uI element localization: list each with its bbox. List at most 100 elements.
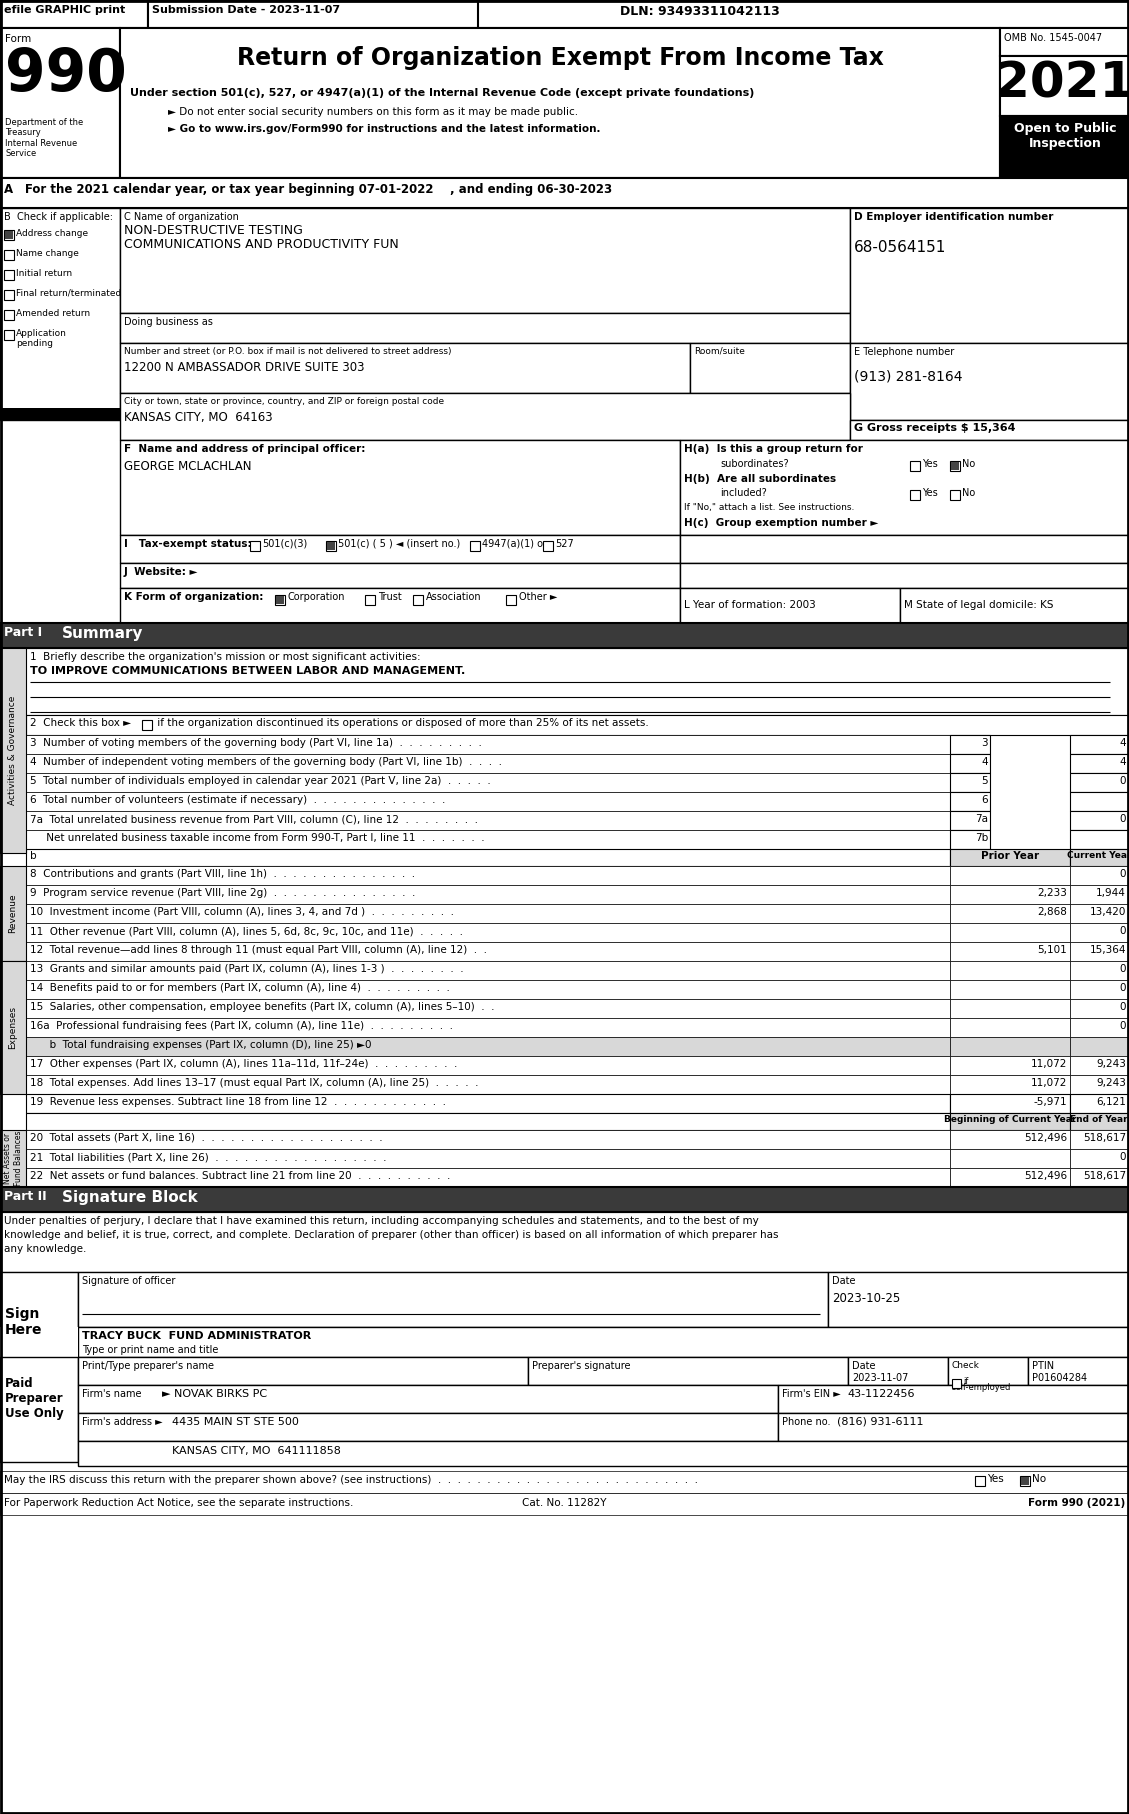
Text: 6,121: 6,121 bbox=[1096, 1097, 1126, 1107]
Text: Firm's address ►: Firm's address ► bbox=[82, 1417, 163, 1428]
Bar bbox=[850, 421, 1129, 441]
Bar bbox=[506, 595, 516, 606]
Text: Check: Check bbox=[952, 1360, 980, 1370]
Text: L Year of formation: 2003: L Year of formation: 2003 bbox=[684, 600, 816, 610]
Text: 13  Grants and similar amounts paid (Part IX, column (A), lines 1-3 )  .  .  .  : 13 Grants and similar amounts paid (Part… bbox=[30, 963, 464, 974]
Bar bbox=[910, 461, 920, 472]
Text: No: No bbox=[1032, 1475, 1047, 1484]
Text: Signature of officer: Signature of officer bbox=[82, 1275, 175, 1286]
Text: 2023-11-07: 2023-11-07 bbox=[852, 1373, 909, 1382]
Text: 2,233: 2,233 bbox=[1038, 889, 1067, 898]
Bar bbox=[327, 542, 335, 550]
Bar bbox=[413, 595, 423, 606]
Text: Form 990 (2021): Form 990 (2021) bbox=[1027, 1498, 1124, 1507]
Bar bbox=[949, 793, 990, 811]
Text: For Paperwork Reduction Act Notice, see the separate instructions.: For Paperwork Reduction Act Notice, see … bbox=[5, 1498, 353, 1507]
Text: 10  Investment income (Part VIII, column (A), lines 3, 4, and 7d )  .  .  .  .  : 10 Investment income (Part VIII, column … bbox=[30, 907, 454, 918]
Text: b  Total fundraising expenses (Part IX, column (D), line 25) ►0: b Total fundraising expenses (Part IX, c… bbox=[30, 1039, 371, 1050]
Text: Name change: Name change bbox=[16, 249, 79, 258]
Text: Form: Form bbox=[5, 34, 32, 44]
Text: Yes: Yes bbox=[922, 459, 938, 470]
Text: 527: 527 bbox=[555, 539, 574, 550]
Text: 1  Briefly describe the organization's mission or most significant activities:: 1 Briefly describe the organization's mi… bbox=[30, 651, 421, 662]
Bar bbox=[26, 715, 1129, 735]
Bar bbox=[1070, 755, 1129, 773]
Bar bbox=[120, 441, 680, 535]
Bar bbox=[26, 1130, 949, 1148]
Bar bbox=[120, 27, 1000, 178]
Bar bbox=[949, 1148, 1070, 1168]
Bar bbox=[1070, 961, 1129, 980]
Text: No: No bbox=[962, 459, 975, 470]
Bar bbox=[1070, 1076, 1129, 1094]
Bar bbox=[5, 290, 14, 299]
Text: Return of Organization Exempt From Income Tax: Return of Organization Exempt From Incom… bbox=[237, 45, 883, 71]
Text: Open to Public
Inspection: Open to Public Inspection bbox=[1014, 122, 1117, 151]
Bar bbox=[0, 648, 26, 853]
Bar bbox=[120, 314, 850, 343]
Bar bbox=[910, 490, 920, 501]
Bar bbox=[26, 1168, 949, 1186]
Bar bbox=[5, 230, 14, 239]
Text: 9  Program service revenue (Part VIII, line 2g)  .  .  .  .  .  .  .  .  .  .  .: 9 Program service revenue (Part VIII, li… bbox=[30, 889, 415, 898]
Bar bbox=[26, 831, 949, 849]
Text: Corporation: Corporation bbox=[288, 591, 345, 602]
Text: 0: 0 bbox=[1120, 1001, 1126, 1012]
Bar bbox=[0, 1186, 1129, 1212]
Text: 12200 N AMBASSADOR DRIVE SUITE 303: 12200 N AMBASSADOR DRIVE SUITE 303 bbox=[124, 361, 365, 374]
Bar bbox=[949, 1130, 1070, 1148]
Text: PTIN: PTIN bbox=[1032, 1360, 1054, 1371]
Text: B  Check if applicable:: B Check if applicable: bbox=[5, 212, 113, 221]
Bar bbox=[5, 270, 14, 279]
Bar bbox=[0, 408, 120, 421]
Text: 9,243: 9,243 bbox=[1096, 1078, 1126, 1088]
Text: 3: 3 bbox=[981, 738, 988, 747]
Bar bbox=[690, 343, 850, 394]
Text: Address change: Address change bbox=[16, 229, 88, 238]
Text: any knowledge.: any knowledge. bbox=[5, 1244, 87, 1253]
Text: 0: 0 bbox=[1120, 869, 1126, 880]
Bar bbox=[949, 903, 1070, 923]
Bar bbox=[949, 961, 1070, 980]
Text: 15,364: 15,364 bbox=[1089, 945, 1126, 954]
Text: (913) 281-8164: (913) 281-8164 bbox=[854, 370, 963, 385]
Bar bbox=[0, 865, 26, 961]
Text: Initial return: Initial return bbox=[16, 268, 72, 278]
Text: 7a: 7a bbox=[975, 814, 988, 824]
Bar bbox=[26, 1076, 949, 1094]
Text: Revenue: Revenue bbox=[9, 894, 18, 934]
Text: 4: 4 bbox=[981, 756, 988, 767]
Bar bbox=[949, 1056, 1070, 1076]
Text: OMB No. 1545-0047: OMB No. 1545-0047 bbox=[1004, 33, 1102, 44]
Text: 11,072: 11,072 bbox=[1031, 1078, 1067, 1088]
Bar bbox=[0, 1357, 78, 1462]
Bar bbox=[1070, 1018, 1129, 1038]
Text: 13,420: 13,420 bbox=[1089, 907, 1126, 918]
Bar bbox=[5, 330, 14, 339]
Bar bbox=[142, 720, 152, 729]
Bar bbox=[949, 1000, 1070, 1018]
Text: ► Go to www.irs.gov/Form990 for instructions and the latest information.: ► Go to www.irs.gov/Form990 for instruct… bbox=[168, 123, 601, 134]
Bar bbox=[1021, 1477, 1029, 1486]
Text: Net Assets or
Fund Balances: Net Assets or Fund Balances bbox=[3, 1130, 23, 1186]
Bar bbox=[0, 648, 1129, 715]
Text: Doing business as: Doing business as bbox=[124, 317, 213, 327]
Text: included?: included? bbox=[720, 488, 767, 499]
Bar bbox=[949, 461, 960, 472]
Text: 18  Total expenses. Add lines 13–17 (must equal Part IX, column (A), line 25)  .: 18 Total expenses. Add lines 13–17 (must… bbox=[30, 1078, 479, 1088]
Bar bbox=[148, 0, 478, 27]
Text: 15  Salaries, other compensation, employee benefits (Part IX, column (A), lines : 15 Salaries, other compensation, employe… bbox=[30, 1001, 495, 1012]
Text: 2,868: 2,868 bbox=[1038, 907, 1067, 918]
Bar bbox=[949, 831, 990, 849]
Bar bbox=[0, 1493, 1129, 1515]
Text: 9,243: 9,243 bbox=[1096, 1059, 1126, 1068]
Bar bbox=[26, 1094, 949, 1114]
Text: Net unrelated business taxable income from Form 990-T, Part I, line 11  .  .  . : Net unrelated business taxable income fr… bbox=[30, 833, 484, 844]
Bar bbox=[1070, 1056, 1129, 1076]
Text: Expenses: Expenses bbox=[9, 1007, 18, 1048]
Text: Yes: Yes bbox=[922, 488, 938, 499]
Text: I   Tax-exempt status:: I Tax-exempt status: bbox=[124, 539, 252, 550]
Bar bbox=[951, 463, 959, 470]
Text: COMMUNICATIONS AND PRODUCTIVITY FUN: COMMUNICATIONS AND PRODUCTIVITY FUN bbox=[124, 238, 399, 250]
Bar bbox=[26, 980, 949, 1000]
